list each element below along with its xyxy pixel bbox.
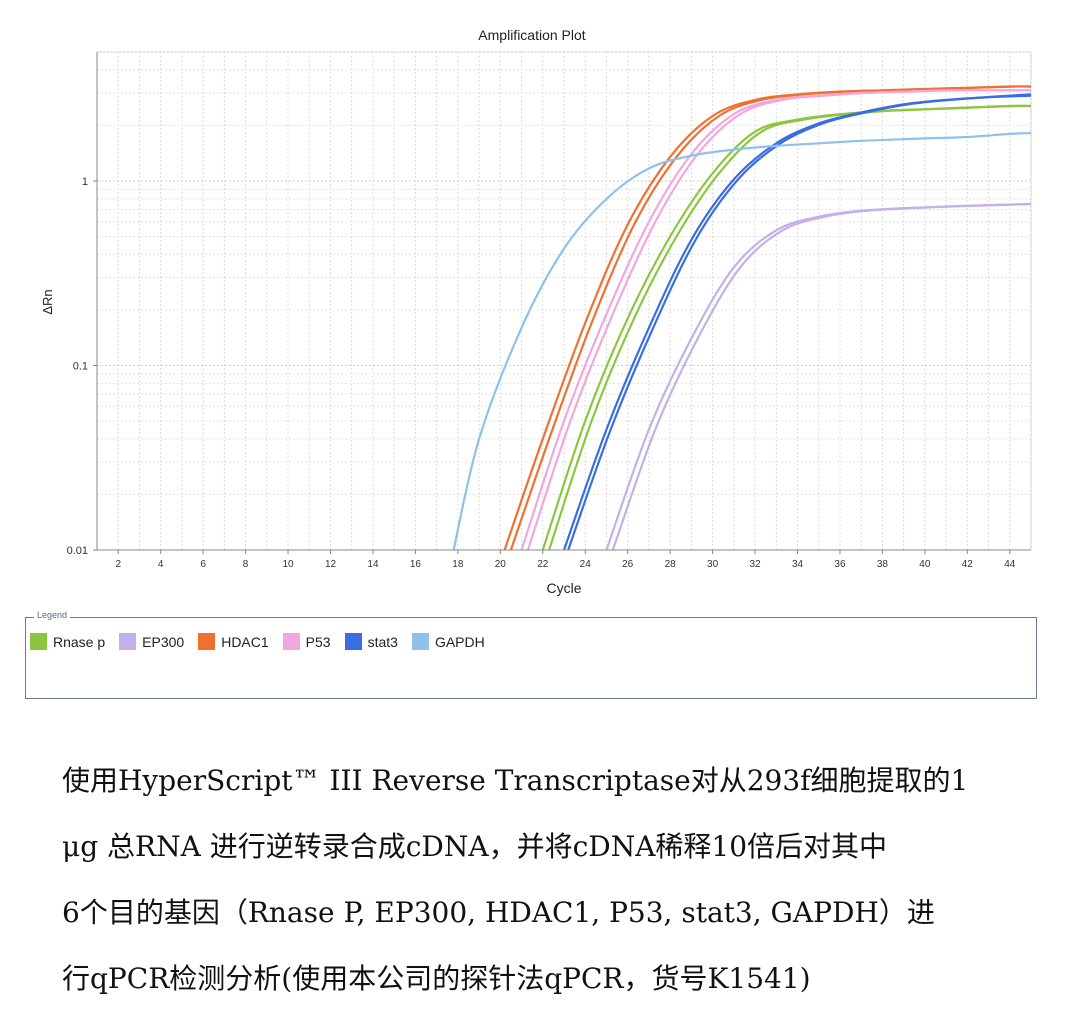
chart-title: Amplification Plot	[478, 27, 585, 43]
y-axis-ticks: 0.01 0.1 1	[67, 176, 97, 557]
legend-item-p53: P53	[282, 633, 331, 650]
x-tick-label: 16	[410, 559, 422, 570]
amplification-chart: Amplification Plot 2 4 6 8 10 12 14 16 18 20 22 24 2…	[40, 27, 1032, 596]
legend-label: HDAC1	[221, 633, 269, 650]
grid-lines	[96, 51, 1032, 551]
series-line-ep300	[611, 202, 1032, 551]
x-tick-label: 2	[115, 559, 121, 570]
caption-line-3: 6个目的基因（Rnase P, EP300, HDAC1, P53, stat3…	[62, 896, 935, 929]
legend-items: Rnase p EP300 HDAC1 P53 stat3 GAPDH	[30, 633, 499, 650]
x-tick-label: 34	[792, 559, 804, 570]
legend-swatch	[30, 633, 47, 650]
legend-label: P53	[305, 633, 331, 650]
x-tick-label: 32	[749, 559, 761, 570]
legend-label: stat3	[367, 633, 398, 650]
y-axis-label: ΔRn	[40, 289, 55, 314]
x-tick-label: 8	[243, 559, 249, 570]
x-tick-label: 28	[665, 559, 677, 570]
y-tick-label: 0.01	[67, 545, 88, 557]
caption-line-1: 使用HyperScript™ III Reverse Transcriptase…	[62, 764, 969, 797]
y-tick-label: 1	[82, 176, 88, 188]
x-tick-label: 22	[537, 559, 549, 570]
legend-swatch	[344, 633, 362, 650]
legend-title: Legend	[34, 610, 71, 620]
x-tick-label: 42	[962, 559, 974, 570]
legend: Legend Rnase p EP300 HDAC1 P53 stat3 GAPDH	[25, 610, 1037, 699]
caption: 使用HyperScript™ III Reverse Transcriptase…	[62, 748, 1062, 1012]
legend-label: GAPDH	[434, 633, 485, 650]
caption-line-2: μg 总RNA 进行逆转录合成cDNA，并将cDNA稀释10倍后对其中	[62, 830, 888, 863]
series-line-p53	[526, 89, 1031, 551]
series-line-hdac1	[509, 85, 1032, 551]
legend-swatch	[282, 633, 300, 650]
series-line-gapdh	[452, 131, 1032, 551]
x-tick-label: 6	[200, 559, 206, 570]
series-line-stat3	[567, 94, 1032, 551]
series-lines	[452, 85, 1032, 551]
series-line-rnase-p	[548, 104, 1032, 551]
x-tick-label: 18	[452, 559, 464, 570]
x-axis-ticks: 2 4 6 8 10 12 14 16 18 20 22 24 26 28 30 32 34 36 38 40 42 44	[115, 550, 1016, 570]
x-tick-label: 36	[834, 559, 846, 570]
legend-item-gapdh: GAPDH	[411, 633, 485, 650]
x-tick-label: 10	[282, 559, 294, 570]
x-tick-label: 38	[877, 559, 889, 570]
legend-item-stat3: stat3	[344, 633, 398, 650]
x-tick-label: 20	[495, 559, 507, 570]
x-tick-label: 12	[325, 559, 337, 570]
y-tick-label: 0.1	[73, 360, 88, 372]
x-tick-label: 26	[622, 559, 634, 570]
x-tick-label: 30	[707, 559, 719, 570]
x-tick-label: 4	[158, 559, 164, 570]
x-tick-label: 14	[367, 559, 379, 570]
legend-swatch	[411, 633, 429, 650]
x-tick-label: 40	[919, 559, 931, 570]
legend-label: EP300	[142, 633, 185, 650]
legend-swatch	[119, 633, 137, 650]
legend-item-ep300: EP300	[119, 633, 184, 650]
x-tick-label: 24	[580, 559, 592, 570]
caption-line-4: 行qPCR检测分析(使用本公司的探针法qPCR，货号K1541)	[62, 962, 811, 995]
x-axis-label: Cycle	[546, 580, 581, 596]
legend-label: Rnase p	[53, 633, 106, 650]
legend-item-hdac1: HDAC1	[198, 633, 269, 650]
x-tick-label: 44	[1004, 559, 1016, 570]
legend-swatch	[198, 633, 216, 650]
legend-item-rnase-p: Rnase p	[30, 633, 105, 650]
